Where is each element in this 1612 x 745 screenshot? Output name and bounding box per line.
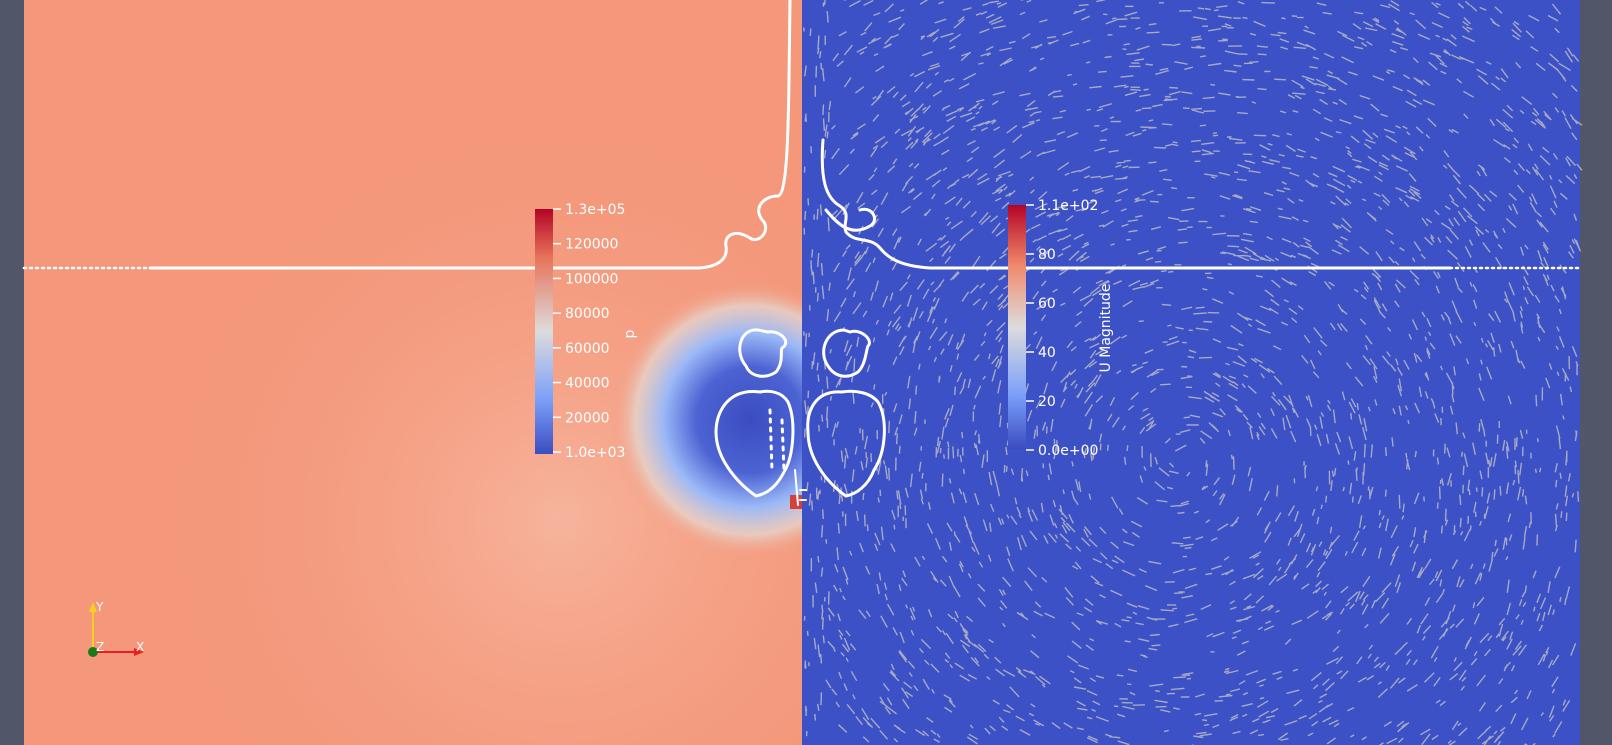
pressure-tick-label: 1.3e+05 — [565, 202, 625, 218]
orientation-axes[interactable]: Y Z X — [88, 600, 144, 657]
velocity-glyphs — [803, 0, 1583, 745]
axis-y-label: Y — [95, 600, 104, 614]
velocity-tick-label: 1.1e+02 — [1038, 198, 1098, 214]
velocity-colorbar-gradient — [1008, 205, 1026, 449]
velocity-tick-label: 40 — [1038, 345, 1056, 361]
axis-z-label: Z — [96, 640, 104, 654]
axis-x-label: X — [136, 640, 144, 654]
pressure-tick-label: 80000 — [565, 306, 610, 322]
velocity-tick-label: 0.0e+00 — [1038, 443, 1098, 459]
axis-x-arrow-icon — [134, 648, 144, 656]
pressure-tick-label: 20000 — [565, 410, 610, 426]
axis-z-dot-icon — [88, 647, 98, 657]
pressure-colorbar-ticks: 1.3e+05 120000 100000 80000 60000 40000 20000 1… — [553, 202, 625, 461]
velocity-colorbar[interactable]: 1.1e+02 80 60 40 20 0.0e+00 U Magnitude — [1008, 198, 1114, 459]
pressure-tick-label: 100000 — [565, 271, 618, 287]
velocity-colorbar-ticks: 1.1e+02 80 60 40 20 0.0e+00 — [1026, 198, 1098, 459]
velocity-tick-label: 80 — [1038, 247, 1056, 263]
axis-y-arrow-icon — [89, 602, 97, 612]
pressure-colorbar-title: p — [622, 329, 638, 338]
pressure-colorbar-gradient — [535, 209, 553, 454]
velocity-field — [802, 0, 1580, 745]
velocity-glyph-strokes — [803, 0, 1583, 745]
pressure-tick-label: 60000 — [565, 341, 610, 357]
velocity-tick-label: 60 — [1038, 296, 1056, 312]
pressure-tick-label: 40000 — [565, 376, 610, 392]
velocity-tick-label: 20 — [1038, 394, 1056, 410]
velocity-colorbar-title: U Magnitude — [1098, 284, 1114, 373]
pressure-tick-label: 120000 — [565, 237, 618, 253]
contour-lines — [22, 0, 1582, 506]
pressure-field — [24, 0, 802, 745]
pressure-colorbar[interactable]: 1.3e+05 120000 100000 80000 60000 40000 20000 1… — [535, 202, 638, 461]
pressure-tick-label: 1.0e+03 — [565, 445, 625, 461]
